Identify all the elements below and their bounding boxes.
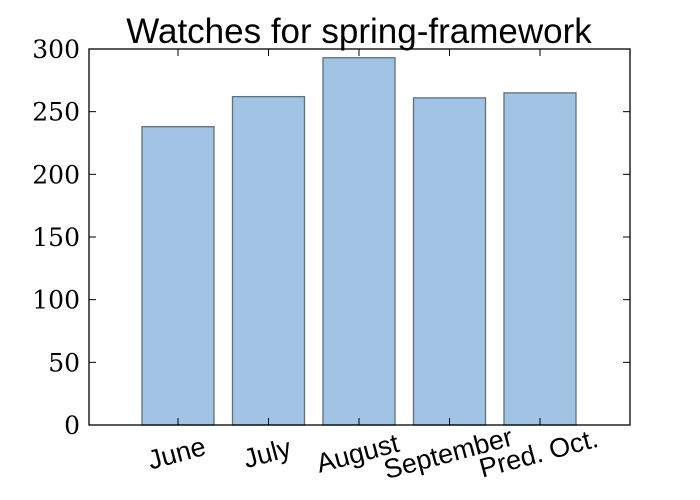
bar-september [412,97,487,426]
y-tick-label: 50 [48,348,80,377]
bar-august [322,57,396,426]
y-tick-label: 0 [64,411,80,440]
bar-june [141,126,215,426]
plot-frame [88,48,631,426]
y-axis-labels: 0 50 100 150 200 250 300 [32,35,80,440]
x-tick-label: June [145,431,209,475]
y-tick-label: 100 [32,286,80,315]
bar-pred-oct [503,92,577,426]
x-tick-label: July [240,432,295,474]
chart-title: Watches for spring-framework [126,12,592,51]
y-tick-label: 250 [32,98,80,127]
bars-layer [141,57,577,426]
y-tick-label: 300 [32,35,80,64]
y-tick-label: 200 [32,160,80,189]
bar-july [231,95,306,426]
y-tick-label: 150 [32,223,80,252]
